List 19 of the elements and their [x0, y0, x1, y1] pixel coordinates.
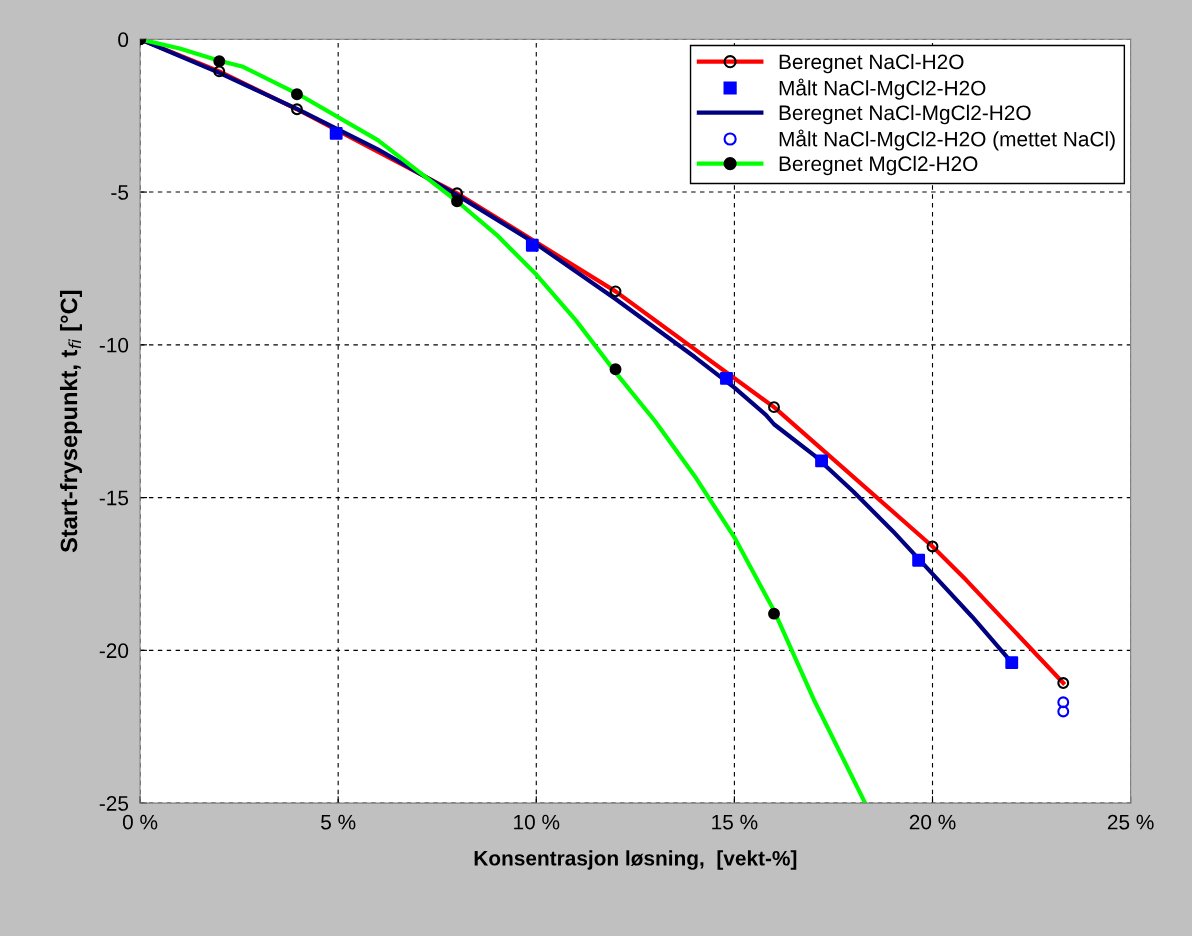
- x-axis-title: Konsentrasjon løsning, [vekt-%]: [474, 850, 797, 870]
- y-tick-label: -5: [111, 185, 129, 200]
- x-tick-label: 15 %: [712, 814, 758, 830]
- y-tick-label: 0: [118, 32, 129, 48]
- y-axis-title: Start-frysepunkt, t$_{fi}$ [°C]: [59, 290, 82, 553]
- legend-label: Målt NaCl-MgCl2-H2O: [779, 78, 986, 100]
- legend-label: Beregnet NaCl-MgCl2-H2O: [779, 104, 1031, 125]
- x-tick-label: 25 %: [1107, 814, 1154, 830]
- y-tick-label: -15: [99, 490, 129, 506]
- x-tick-label: 0 %: [122, 814, 158, 830]
- x-tick-label: 10 %: [514, 814, 560, 830]
- legend-label: Målt NaCl-MgCl2-H2O (mettet NaCl): [779, 129, 1115, 151]
- y-tick-label: -10: [99, 337, 129, 353]
- x-tick-label: 5 %: [321, 814, 356, 830]
- legend-label: Beregnet MgCl2-H2O: [779, 155, 978, 176]
- legend-label: Beregnet NaCl-H2O: [779, 53, 964, 74]
- y-tick-label: -25: [99, 796, 129, 811]
- y-tick-label: -20: [99, 643, 129, 659]
- x-tick-label: 20 %: [909, 814, 956, 830]
